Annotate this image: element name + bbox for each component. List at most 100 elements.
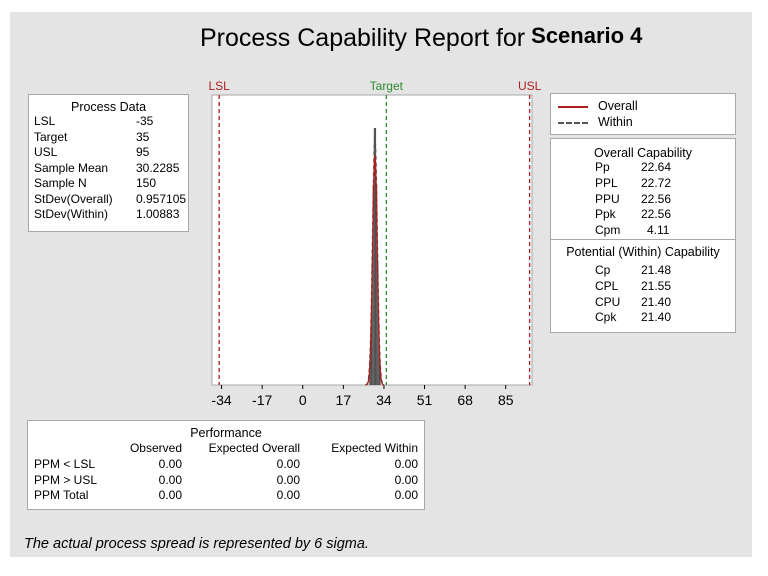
title-text: Process Capability Report for bbox=[200, 24, 526, 52]
row-value: 22.56 bbox=[641, 191, 672, 206]
legend-label-within: Within bbox=[598, 115, 633, 129]
table-row: PPL 22.72 bbox=[595, 176, 671, 192]
overall-capability-section: Overall Capability Pp 22.64 PPL 22.72 PPU 2… bbox=[551, 146, 735, 239]
cell-expected-overall: 0.00 bbox=[276, 488, 300, 503]
overall-capability-table: Pp 22.64 PPL 22.72 PPU 22.56 Ppk 22.56 Cpm 4.… bbox=[595, 160, 671, 239]
row-value: 22.72 bbox=[641, 175, 672, 190]
row-label: Cp bbox=[595, 263, 611, 277]
cell-expected-overall: 0.00 bbox=[276, 472, 300, 487]
row-value: 21.48 bbox=[641, 263, 672, 277]
row-label: PPM < LSL bbox=[34, 456, 96, 471]
table-row: LSL -35 bbox=[34, 114, 186, 130]
ref-label-target: Target bbox=[370, 79, 404, 93]
table-row: Cpm 4.11 bbox=[595, 223, 671, 239]
row-value: -35 bbox=[136, 114, 154, 128]
row-label: LSL bbox=[34, 114, 56, 128]
row-value: 21.40 bbox=[641, 310, 672, 325]
row-value: 0.957105 bbox=[136, 191, 187, 206]
cell-expected-within: 0.00 bbox=[394, 488, 418, 503]
histogram-bar bbox=[372, 184, 374, 385]
histogram-bar bbox=[370, 327, 372, 385]
x-tick-label: -17 bbox=[252, 392, 272, 408]
row-value: 22.64 bbox=[641, 160, 672, 174]
ref-label-lsl: LSL bbox=[208, 79, 230, 93]
row-value: 21.55 bbox=[641, 278, 672, 293]
row-label: Cpk bbox=[595, 310, 617, 325]
table-row: StDev(Overall) 0.957105 bbox=[34, 192, 186, 208]
row-label: CPL bbox=[595, 278, 619, 293]
histogram-bar bbox=[373, 127, 375, 385]
histogram-bar bbox=[371, 263, 373, 385]
table-row: Cp 21.48 bbox=[595, 263, 671, 279]
row-value: 150 bbox=[136, 176, 157, 190]
report-title: Process Capability Report for Scenario 4 bbox=[200, 23, 643, 53]
overall-capability-header: Overall Capability bbox=[594, 146, 692, 160]
column-header-expected-overall: Expected Overall bbox=[208, 441, 300, 455]
row-label: Sample Mean bbox=[34, 160, 109, 175]
legend-label-overall: Overall bbox=[598, 99, 638, 113]
overall-line-swatch bbox=[558, 105, 588, 108]
cell-expected-overall: 0.00 bbox=[276, 456, 300, 471]
histogram-bar bbox=[374, 127, 377, 385]
cell-observed: 0.00 bbox=[158, 472, 182, 487]
ref-label-usl: USL bbox=[518, 79, 542, 93]
performance-table: Observed Expected Overall Expected Withi… bbox=[34, 441, 418, 504]
within-line-swatch bbox=[558, 121, 588, 124]
x-tick-label: 34 bbox=[376, 392, 392, 408]
row-value: 30.2285 bbox=[136, 160, 180, 175]
table-row: PPM > USL 0.00 0.00 0.00 bbox=[34, 473, 418, 489]
table-row: CPL 21.55 bbox=[595, 279, 671, 295]
cell-observed: 0.00 bbox=[158, 488, 182, 503]
table-row: Sample Mean 30.2285 bbox=[34, 161, 186, 177]
x-tick-label: 85 bbox=[498, 392, 514, 408]
row-label: USL bbox=[34, 145, 58, 159]
histogram-bar bbox=[376, 184, 378, 385]
table-row: CPU 21.40 bbox=[595, 295, 671, 311]
process-data-table: LSL -35 Target 35 USL 95 Sample Mean 30.2285… bbox=[34, 114, 186, 223]
legend-item-within: Within bbox=[558, 115, 633, 131]
footnote: The actual process spread is represented… bbox=[24, 536, 369, 552]
table-row: PPU 22.56 bbox=[595, 192, 671, 208]
row-value: 21.40 bbox=[641, 294, 672, 309]
row-value: 95 bbox=[136, 145, 150, 159]
x-tick-label: 51 bbox=[417, 392, 433, 408]
row-label: PPM > USL bbox=[34, 472, 98, 487]
capability-divider bbox=[551, 239, 735, 240]
table-row: StDev(Within) 1.00883 bbox=[34, 207, 186, 223]
x-tick-label: 68 bbox=[457, 392, 473, 408]
within-capability-header: Potential (Within) Capability bbox=[566, 245, 720, 259]
table-row: PPM < LSL 0.00 0.00 0.00 bbox=[34, 457, 418, 473]
table-header-row: Observed Expected Overall Expected Withi… bbox=[34, 441, 418, 457]
chart-marks: LSL Target USL -34 -17 0 17 34 51 68 85 bbox=[208, 79, 541, 408]
capability-panel: Overall Capability Pp 22.64 PPL 22.72 PPU 2… bbox=[550, 138, 736, 333]
row-label: Ppk bbox=[595, 207, 616, 222]
within-capability-section: Potential (Within) Capability Cp 21.48 CP… bbox=[551, 245, 735, 326]
row-label: StDev(Overall) bbox=[34, 191, 113, 206]
table-row: Target 35 bbox=[34, 130, 186, 146]
performance-panel: Performance Observed Expected Overall Ex… bbox=[27, 420, 425, 510]
process-data-panel: Process Data LSL -35 Target 35 USL 95 Sampl… bbox=[28, 94, 189, 232]
column-header-expected-within: Expected Within bbox=[331, 441, 418, 455]
table-row: Pp 22.64 bbox=[595, 160, 671, 176]
row-label: Sample N bbox=[34, 176, 87, 190]
cell-expected-within: 0.00 bbox=[394, 456, 418, 471]
row-value: 35 bbox=[136, 129, 150, 144]
row-label: PPM Total bbox=[34, 488, 89, 503]
row-label: Target bbox=[34, 129, 68, 144]
table-row: Sample N 150 bbox=[34, 176, 186, 192]
table-row: PPM Total 0.00 0.00 0.00 bbox=[34, 488, 418, 504]
legend-item-overall: Overall bbox=[558, 99, 638, 115]
x-tick-label: 0 bbox=[299, 392, 307, 408]
performance-header: Performance bbox=[190, 426, 262, 440]
x-tick-label: 17 bbox=[336, 392, 352, 408]
scenario-label: Scenario 4 bbox=[531, 23, 643, 48]
row-label: Pp bbox=[595, 160, 610, 174]
chart-legend: Overall Within bbox=[550, 93, 736, 135]
table-row: USL 95 bbox=[34, 145, 186, 161]
row-label: CPU bbox=[595, 294, 621, 309]
histogram-bar bbox=[377, 263, 379, 385]
row-value: 4.11 bbox=[647, 223, 670, 238]
row-label: Cpm bbox=[595, 223, 621, 238]
histogram-bar bbox=[378, 327, 380, 385]
overall-curve bbox=[365, 154, 385, 386]
